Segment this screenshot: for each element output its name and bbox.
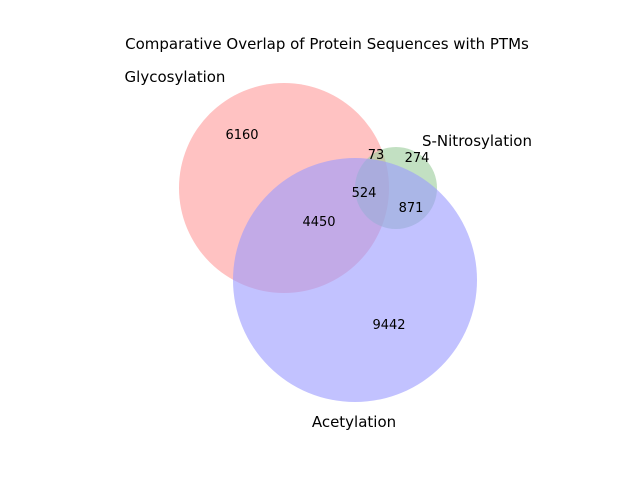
acetylation-circle [233, 158, 477, 402]
region-all-three: 524 [352, 186, 377, 201]
s-nitrosylation-label: S-Nitrosylation [422, 132, 532, 150]
region-glyco-acetyl: 4450 [302, 215, 335, 230]
chart-title: Comparative Overlap of Protein Sequences… [125, 35, 529, 53]
glycosylation-label: Glycosylation [125, 68, 226, 86]
region-s-nitrosylation-only: 274 [405, 151, 430, 166]
region-acetylation-only: 9442 [372, 318, 405, 333]
region-glycosylation-only: 6160 [225, 128, 258, 143]
region-snitro-acetyl: 871 [399, 201, 424, 216]
region-glyco-snitro: 73 [368, 148, 385, 163]
acetylation-label: Acetylation [312, 413, 396, 431]
